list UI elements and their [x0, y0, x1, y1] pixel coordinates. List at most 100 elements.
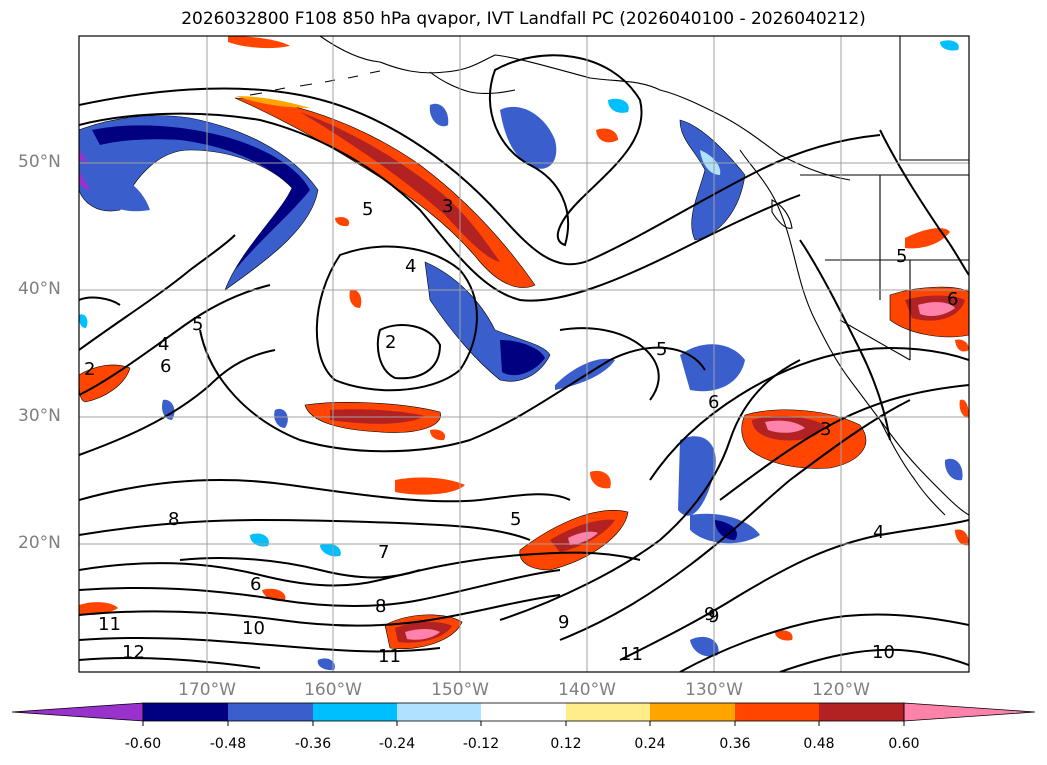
contour-label: 9	[708, 606, 719, 627]
colorbar-bin	[650, 703, 735, 721]
shading-layer	[79, 36, 969, 671]
negative-anomaly-area	[690, 636, 719, 657]
positive-anomaly-area	[905, 228, 950, 249]
contour-line	[79, 594, 561, 627]
contour-line	[79, 551, 641, 587]
colorbar-frame	[142, 702, 905, 722]
contour-label: 11	[98, 614, 121, 635]
negative-anomaly-area	[500, 106, 557, 169]
colorbar-bin	[143, 703, 228, 721]
contour-line	[79, 234, 236, 351]
positive-anomaly-area	[228, 36, 290, 49]
state-border	[839, 319, 911, 361]
contour-line	[79, 479, 571, 503]
negative-anomaly-area	[608, 98, 629, 113]
positive-anomaly-area	[775, 630, 793, 641]
negative-anomaly-area	[79, 160, 150, 212]
contour-label: 7	[378, 542, 389, 563]
contour-line	[79, 284, 271, 396]
contour-line	[79, 518, 531, 541]
colorbar-label: 0.12	[550, 736, 582, 752]
alaska-coastline	[319, 36, 851, 181]
negative-anomaly-area	[715, 520, 738, 540]
alaska-peninsula-coastline	[429, 71, 516, 95]
positive-anomaly-area	[568, 531, 598, 545]
lon-label-170w: 170°W	[178, 680, 236, 700]
contour-label: 4	[158, 334, 169, 355]
lon-label-140w: 140°W	[558, 680, 616, 700]
contour-label: 9	[704, 604, 715, 625]
colorbar-label: 0.36	[719, 736, 751, 752]
contour-label: 6	[708, 392, 719, 413]
colorbar-label: -0.48	[209, 736, 247, 752]
negative-anomaly-area	[274, 408, 288, 428]
canada-province-border	[899, 36, 969, 161]
contour-label: 2	[84, 359, 95, 380]
positive-anomaly-area	[959, 399, 969, 418]
coastlines	[249, 36, 969, 516]
positive-anomaly-area	[234, 97, 536, 288]
contour-label: 3	[442, 196, 453, 217]
contour-label: 5	[656, 339, 667, 360]
colorbar-label: -0.36	[294, 736, 332, 752]
negative-anomaly-area	[79, 314, 88, 328]
lat-label-20n: 20°N	[18, 533, 61, 553]
contour-label: 5	[896, 246, 907, 267]
positive-anomaly-area	[405, 629, 440, 640]
positive-anomaly-area	[79, 364, 131, 403]
negative-anomaly-area	[679, 119, 746, 241]
negative-anomaly-area	[678, 436, 716, 516]
figure-title: 2026032800 F108 850 hPa qvapor, IVT Land…	[181, 9, 866, 29]
colorbar-extend-low	[11, 702, 144, 722]
colorbar-bin	[735, 703, 819, 721]
contour-label: 12	[122, 642, 145, 663]
contour-label: 6	[947, 289, 958, 310]
colorbar-bin	[819, 703, 904, 721]
colorbar-label: 0.24	[634, 736, 666, 752]
contour-line	[199, 329, 706, 453]
lon-label-130w: 130°W	[685, 680, 743, 700]
bc-coastline	[739, 149, 969, 516]
contour-line	[499, 359, 801, 621]
contour-line	[779, 648, 969, 672]
contour-label: 10	[872, 642, 895, 663]
colorbar-label: 0.48	[803, 736, 835, 752]
negative-anomaly-area	[940, 40, 959, 51]
negative-anomaly-area	[250, 533, 269, 547]
contour-label: 9	[558, 612, 569, 633]
positive-anomaly-area	[918, 302, 955, 316]
gridlines	[79, 36, 969, 672]
contour-label: 4	[405, 256, 416, 277]
colorbar-bin	[228, 703, 313, 721]
contour-line	[649, 347, 969, 481]
positive-anomaly-area	[430, 429, 446, 441]
negative-anomaly-area	[162, 399, 175, 420]
colorbar-label: -0.24	[378, 736, 416, 752]
positive-anomaly-area	[765, 420, 805, 433]
positive-anomaly-area	[349, 289, 362, 308]
contour-line	[179, 557, 421, 579]
lon-label-120w: 120°W	[812, 680, 870, 700]
colorbar-label: -0.12	[462, 736, 500, 752]
colorbar-bin	[313, 703, 397, 721]
contour-line	[376, 324, 442, 380]
contour-label: 6	[250, 574, 261, 595]
contour-label: 6	[160, 356, 171, 377]
contour-label: 8	[168, 509, 179, 530]
contour-line	[619, 519, 969, 661]
contour-line	[79, 296, 121, 306]
contour-label: 2	[385, 332, 396, 353]
colorbar-bin	[566, 703, 650, 721]
lon-label-150w: 150°W	[431, 680, 489, 700]
positive-anomaly-area	[596, 128, 618, 143]
positive-anomaly-area	[590, 470, 611, 489]
colorbar-bin	[397, 703, 481, 721]
positive-anomaly-area	[262, 588, 286, 601]
contour-line	[799, 239, 891, 441]
baja-coastline	[879, 419, 946, 516]
positive-anomaly-area	[955, 339, 969, 352]
positive-anomaly-area	[955, 529, 969, 546]
map-frame	[78, 35, 970, 673]
colorbar	[11, 702, 1036, 726]
